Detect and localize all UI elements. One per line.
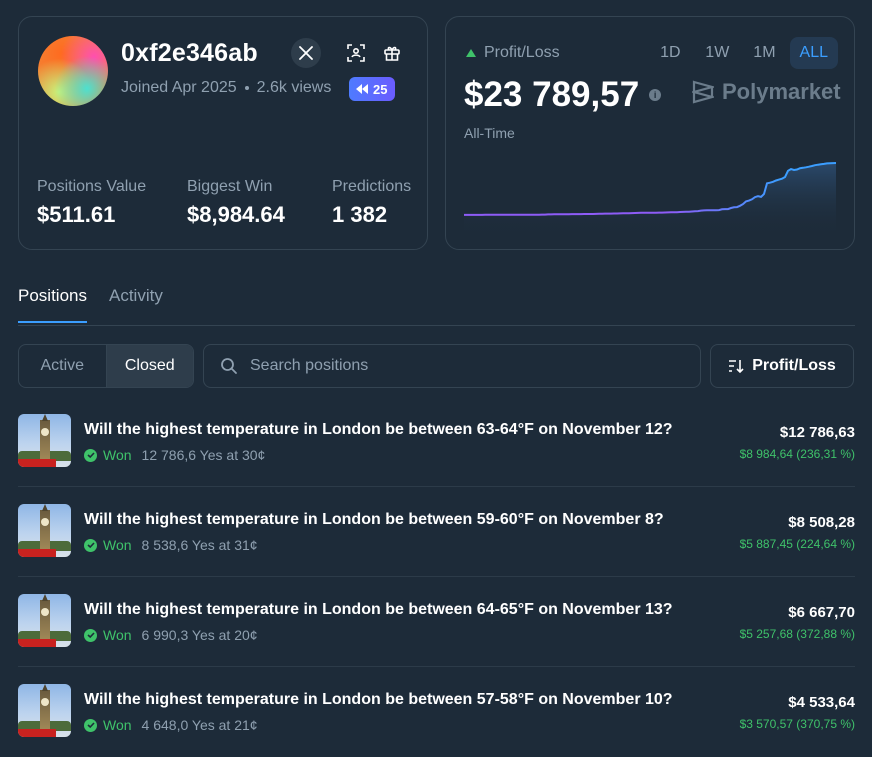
position-gain: $5 257,68 (372,88 %) <box>739 627 855 641</box>
search-box <box>203 344 701 388</box>
check-circle-icon <box>84 628 97 642</box>
stat-value: $511.61 <box>37 202 116 227</box>
active-button[interactable]: Active <box>40 357 85 374</box>
pnl-label-text: Profit/Loss <box>484 44 560 61</box>
username: 0xf2e346ab <box>121 39 258 67</box>
profit-loss-card: Profit/Loss 1D 1W 1M ALL $23 789,57 i Po… <box>445 16 855 250</box>
gift-icon[interactable] <box>381 42 403 64</box>
shares-detail: 12 786,6 Yes at 30¢ <box>141 447 266 463</box>
check-circle-icon <box>84 538 97 552</box>
status-won: Won <box>103 537 132 553</box>
range-tabs: 1D 1W 1M ALL <box>649 37 838 69</box>
status-won: Won <box>103 447 132 463</box>
status-won: Won <box>103 717 132 733</box>
stat-label: Positions Value <box>37 178 147 195</box>
shares-detail: 4 648,0 Yes at 21¢ <box>141 717 258 733</box>
positions-list: Will the highest temperature in London b… <box>18 397 855 757</box>
market-title[interactable]: Will the highest temperature in London b… <box>84 511 664 528</box>
stat-predictions: Predictions 1 382 <box>332 178 411 228</box>
market-title[interactable]: Will the highest temperature in London b… <box>84 421 673 438</box>
position-gain: $3 570,57 (370,75 %) <box>739 717 855 731</box>
period-label: All-Time <box>464 125 515 141</box>
status-won: Won <box>103 627 132 643</box>
market-title[interactable]: Will the highest temperature in London b… <box>84 601 673 618</box>
profile-meta: Joined Apr 2025 2.6k views <box>121 79 331 97</box>
pnl-value-text: $23 789,57 <box>464 75 640 114</box>
market-thumbnail <box>18 504 71 557</box>
range-tab-1d[interactable]: 1D <box>660 44 681 61</box>
check-circle-icon <box>84 448 97 462</box>
market-title[interactable]: Will the highest temperature in London b… <box>84 691 673 708</box>
brand-name: Polymarket <box>722 79 841 104</box>
chart-series-line <box>464 162 836 216</box>
range-tab-1m[interactable]: 1M <box>753 44 776 61</box>
search-input[interactable] <box>250 357 670 375</box>
sort-button[interactable]: Profit/Loss <box>710 344 854 388</box>
position-value: $12 786,63 <box>779 424 855 441</box>
streak-badge[interactable]: 25 <box>349 77 396 101</box>
closed-button[interactable]: Closed <box>105 345 193 387</box>
separator-dot <box>244 86 249 90</box>
check-circle-icon <box>84 718 97 732</box>
status-toggle: Active Closed <box>18 344 194 388</box>
stat-biggest-win: Biggest Win $8,984.64 <box>187 178 285 228</box>
position-detail: Won 8 538,6 Yes at 31¢ <box>84 537 258 553</box>
position-row[interactable]: Will the highest temperature in London b… <box>18 667 855 757</box>
triangle-up-icon <box>466 49 476 57</box>
avatar[interactable] <box>38 36 108 106</box>
position-row[interactable]: Will the highest temperature in London b… <box>18 487 855 577</box>
stat-value: 1 382 <box>332 202 388 227</box>
position-detail: Won 12 786,6 Yes at 30¢ <box>84 447 265 463</box>
search-icon <box>221 358 237 374</box>
position-value: $4 533,64 <box>788 694 855 711</box>
range-tab-all[interactable]: ALL <box>789 37 838 69</box>
position-row[interactable]: Will the highest temperature in London b… <box>18 397 855 487</box>
profile-card: 0xf2e346ab Joined Apr 2025 2.6k views 25… <box>18 16 428 250</box>
shares-detail: 8 538,6 Yes at 31¢ <box>141 537 258 553</box>
pnl-value: $23 789,57 i <box>464 75 662 115</box>
stat-label: Biggest Win <box>187 178 273 195</box>
range-tab-1w[interactable]: 1W <box>705 44 730 61</box>
stat-label: Predictions <box>332 178 412 195</box>
market-thumbnail <box>18 414 71 467</box>
x-logo-icon[interactable] <box>291 38 321 68</box>
stat-positions-value: Positions Value $511.61 <box>37 178 146 228</box>
position-value: $6 667,70 <box>788 604 855 621</box>
rewind-icon <box>356 84 368 94</box>
polymarket-logo: Polymarket <box>692 79 841 105</box>
pnl-label: Profit/Loss <box>466 44 560 62</box>
chart-area <box>464 163 836 237</box>
badge-count: 25 <box>373 81 388 97</box>
position-gain: $8 984,64 (236,31 %) <box>739 447 855 461</box>
tabs-divider <box>18 325 855 326</box>
market-thumbnail <box>18 684 71 737</box>
scan-icon[interactable] <box>345 42 367 64</box>
tab-positions[interactable]: Positions <box>18 286 87 323</box>
pnl-chart[interactable] <box>464 157 836 237</box>
info-icon[interactable]: i <box>649 89 662 101</box>
position-value: $8 508,28 <box>788 514 855 531</box>
view-count: 2.6k views <box>256 79 332 96</box>
shares-detail: 6 990,3 Yes at 20¢ <box>141 627 258 643</box>
sort-label: Profit/Loss <box>752 357 836 374</box>
market-thumbnail <box>18 594 71 647</box>
sort-icon <box>729 360 744 373</box>
stat-value: $8,984.64 <box>187 202 285 227</box>
position-detail: Won 4 648,0 Yes at 21¢ <box>84 717 258 733</box>
polymarket-icon <box>692 80 714 104</box>
content-tabs: Positions Activity <box>18 286 163 323</box>
tab-activity[interactable]: Activity <box>108 286 163 305</box>
position-detail: Won 6 990,3 Yes at 20¢ <box>84 627 258 643</box>
position-row[interactable]: Will the highest temperature in London b… <box>18 577 855 667</box>
joined-date: Joined Apr 2025 <box>121 79 237 96</box>
position-gain: $5 887,45 (224,64 %) <box>739 537 855 551</box>
